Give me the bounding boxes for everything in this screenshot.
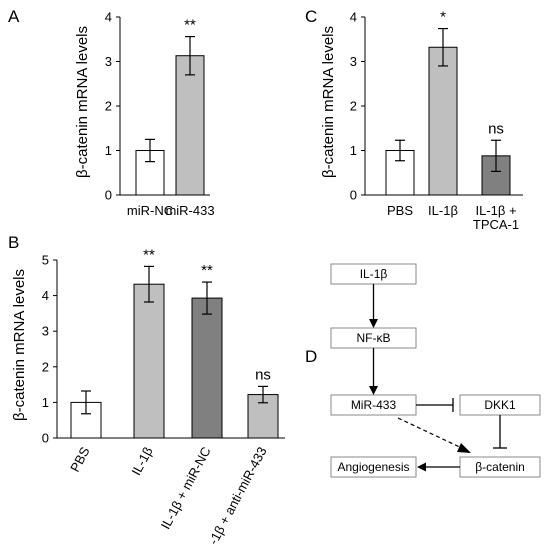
panel-b-bar bbox=[191, 297, 223, 439]
panel-a-category-label-line: miR-NC bbox=[127, 203, 173, 218]
panel-d-diagram: D IL-1β NF-κB MiR-433 DKK1 Angiogenesis … bbox=[305, 263, 541, 478]
arrowhead-bcatenin-to-angiogenesis bbox=[417, 462, 426, 472]
arrowhead-mir433-to-bcatenin bbox=[457, 443, 471, 453]
panel-c-category-label-line: IL-1β bbox=[428, 203, 458, 218]
panel-b-significance-label: ns bbox=[255, 366, 271, 383]
panel-b-y-tick-label: 1 bbox=[42, 395, 49, 410]
panel-a-y-axis-label: β-catenin mRNA levels bbox=[74, 26, 91, 178]
node-nfkb-label: NF-κB bbox=[357, 331, 391, 345]
panel-c-y-tick-label: 4 bbox=[350, 10, 357, 25]
node-mir433-label: MiR-433 bbox=[351, 398, 397, 412]
panel-c-bar bbox=[428, 46, 458, 196]
panel-c-significance-label: ns bbox=[488, 120, 504, 137]
panel-b-y-tick-label: 4 bbox=[42, 288, 49, 303]
panel-a-category-label: miR-433 bbox=[165, 203, 214, 218]
node-dkk1: DKK1 bbox=[459, 394, 541, 416]
panel-c-y-tick-label: 3 bbox=[350, 54, 357, 69]
panel-b-chart: B β-catenin mRNA levels 0 1 2 3 4 5 PBS ** IL-1β… bbox=[8, 233, 285, 545]
arrowhead-nfkb-to-mir433 bbox=[369, 386, 378, 395]
panel-b-y-tick-label: 0 bbox=[42, 431, 49, 446]
panel-d-letter: D bbox=[305, 347, 317, 366]
panel-c-category-label: PBS bbox=[387, 203, 413, 218]
panel-a-category-label: miR-NC bbox=[127, 203, 173, 218]
panel-c-y-tick-label: 2 bbox=[350, 99, 357, 114]
panel-b-significance-label: ** bbox=[201, 262, 213, 279]
panel-b-y-tick-label: 2 bbox=[42, 359, 49, 374]
panel-b-y-tick-label: 3 bbox=[42, 324, 49, 339]
panel-b-significance-label: ** bbox=[143, 246, 155, 263]
panel-b-letter: B bbox=[8, 233, 19, 252]
panel-a-y-tick-label: 0 bbox=[105, 188, 112, 203]
panel-b-category-label: IL-1β + miR-NC bbox=[158, 444, 214, 531]
panel-c-category-label: IL-1β bbox=[428, 203, 458, 218]
panel-c-letter: C bbox=[305, 7, 317, 26]
panel-a-significance-label: ** bbox=[184, 17, 196, 34]
node-dkk1-label: DKK1 bbox=[484, 398, 516, 412]
panel-a-y-tick-label: 3 bbox=[105, 54, 112, 69]
panel-b-y-axis-label: β-catenin mRNA levels bbox=[11, 269, 28, 421]
panel-c-category-label-line: IL-1β + bbox=[475, 203, 516, 218]
panel-c-y-axis-label: β-catenin mRNA levels bbox=[320, 26, 337, 178]
panel-a-letter: A bbox=[8, 7, 20, 26]
panel-b-category-label: PBS bbox=[67, 444, 93, 474]
panel-c-category-label-line: PBS bbox=[387, 203, 413, 218]
panel-b-category-label: IL-1β + anti-miR-433 bbox=[200, 444, 269, 545]
panel-b-y-tick-label: 5 bbox=[42, 253, 49, 268]
node-bcatenin-label: β-catenin bbox=[475, 460, 525, 474]
arrowhead-il1b-to-nfkb bbox=[369, 319, 378, 328]
node-il1b: IL-1β bbox=[330, 263, 417, 285]
panel-c-category-label: IL-1β + TPCA-1 bbox=[473, 203, 519, 232]
dashed-arrow-mir433-to-bcatenin bbox=[397, 417, 467, 451]
node-bcatenin: β-catenin bbox=[459, 456, 541, 478]
panel-a-category-label-line: miR-433 bbox=[165, 203, 214, 218]
panel-c-chart: C β-catenin mRNA levels 0 1 2 3 4 PBS * IL-1β ns… bbox=[305, 7, 523, 232]
panel-b-category-label: IL-1β bbox=[128, 444, 155, 477]
node-il1b-label: IL-1β bbox=[360, 267, 388, 281]
panel-b-bar bbox=[133, 283, 165, 439]
panel-a-bar bbox=[175, 55, 205, 196]
panel-c-significance-label: * bbox=[440, 9, 446, 26]
node-nfkb: NF-κB bbox=[330, 327, 417, 349]
panel-a-y-tick-label: 1 bbox=[105, 143, 112, 158]
panel-a-chart: A β-catenin mRNA levels 0 1 2 3 4 miR-NC ** miR… bbox=[8, 7, 215, 218]
panel-c-category-label-line: TPCA-1 bbox=[473, 217, 519, 232]
panel-c-y-tick-label: 1 bbox=[350, 143, 357, 158]
panel-a-y-tick-label: 2 bbox=[105, 99, 112, 114]
node-angiogenesis-label: Angiogenesis bbox=[337, 460, 409, 474]
panel-c-y-tick-label: 0 bbox=[350, 188, 357, 203]
panel-a-y-tick-label: 4 bbox=[105, 10, 112, 25]
node-mir433: MiR-433 bbox=[330, 394, 417, 416]
node-angiogenesis: Angiogenesis bbox=[330, 456, 417, 478]
